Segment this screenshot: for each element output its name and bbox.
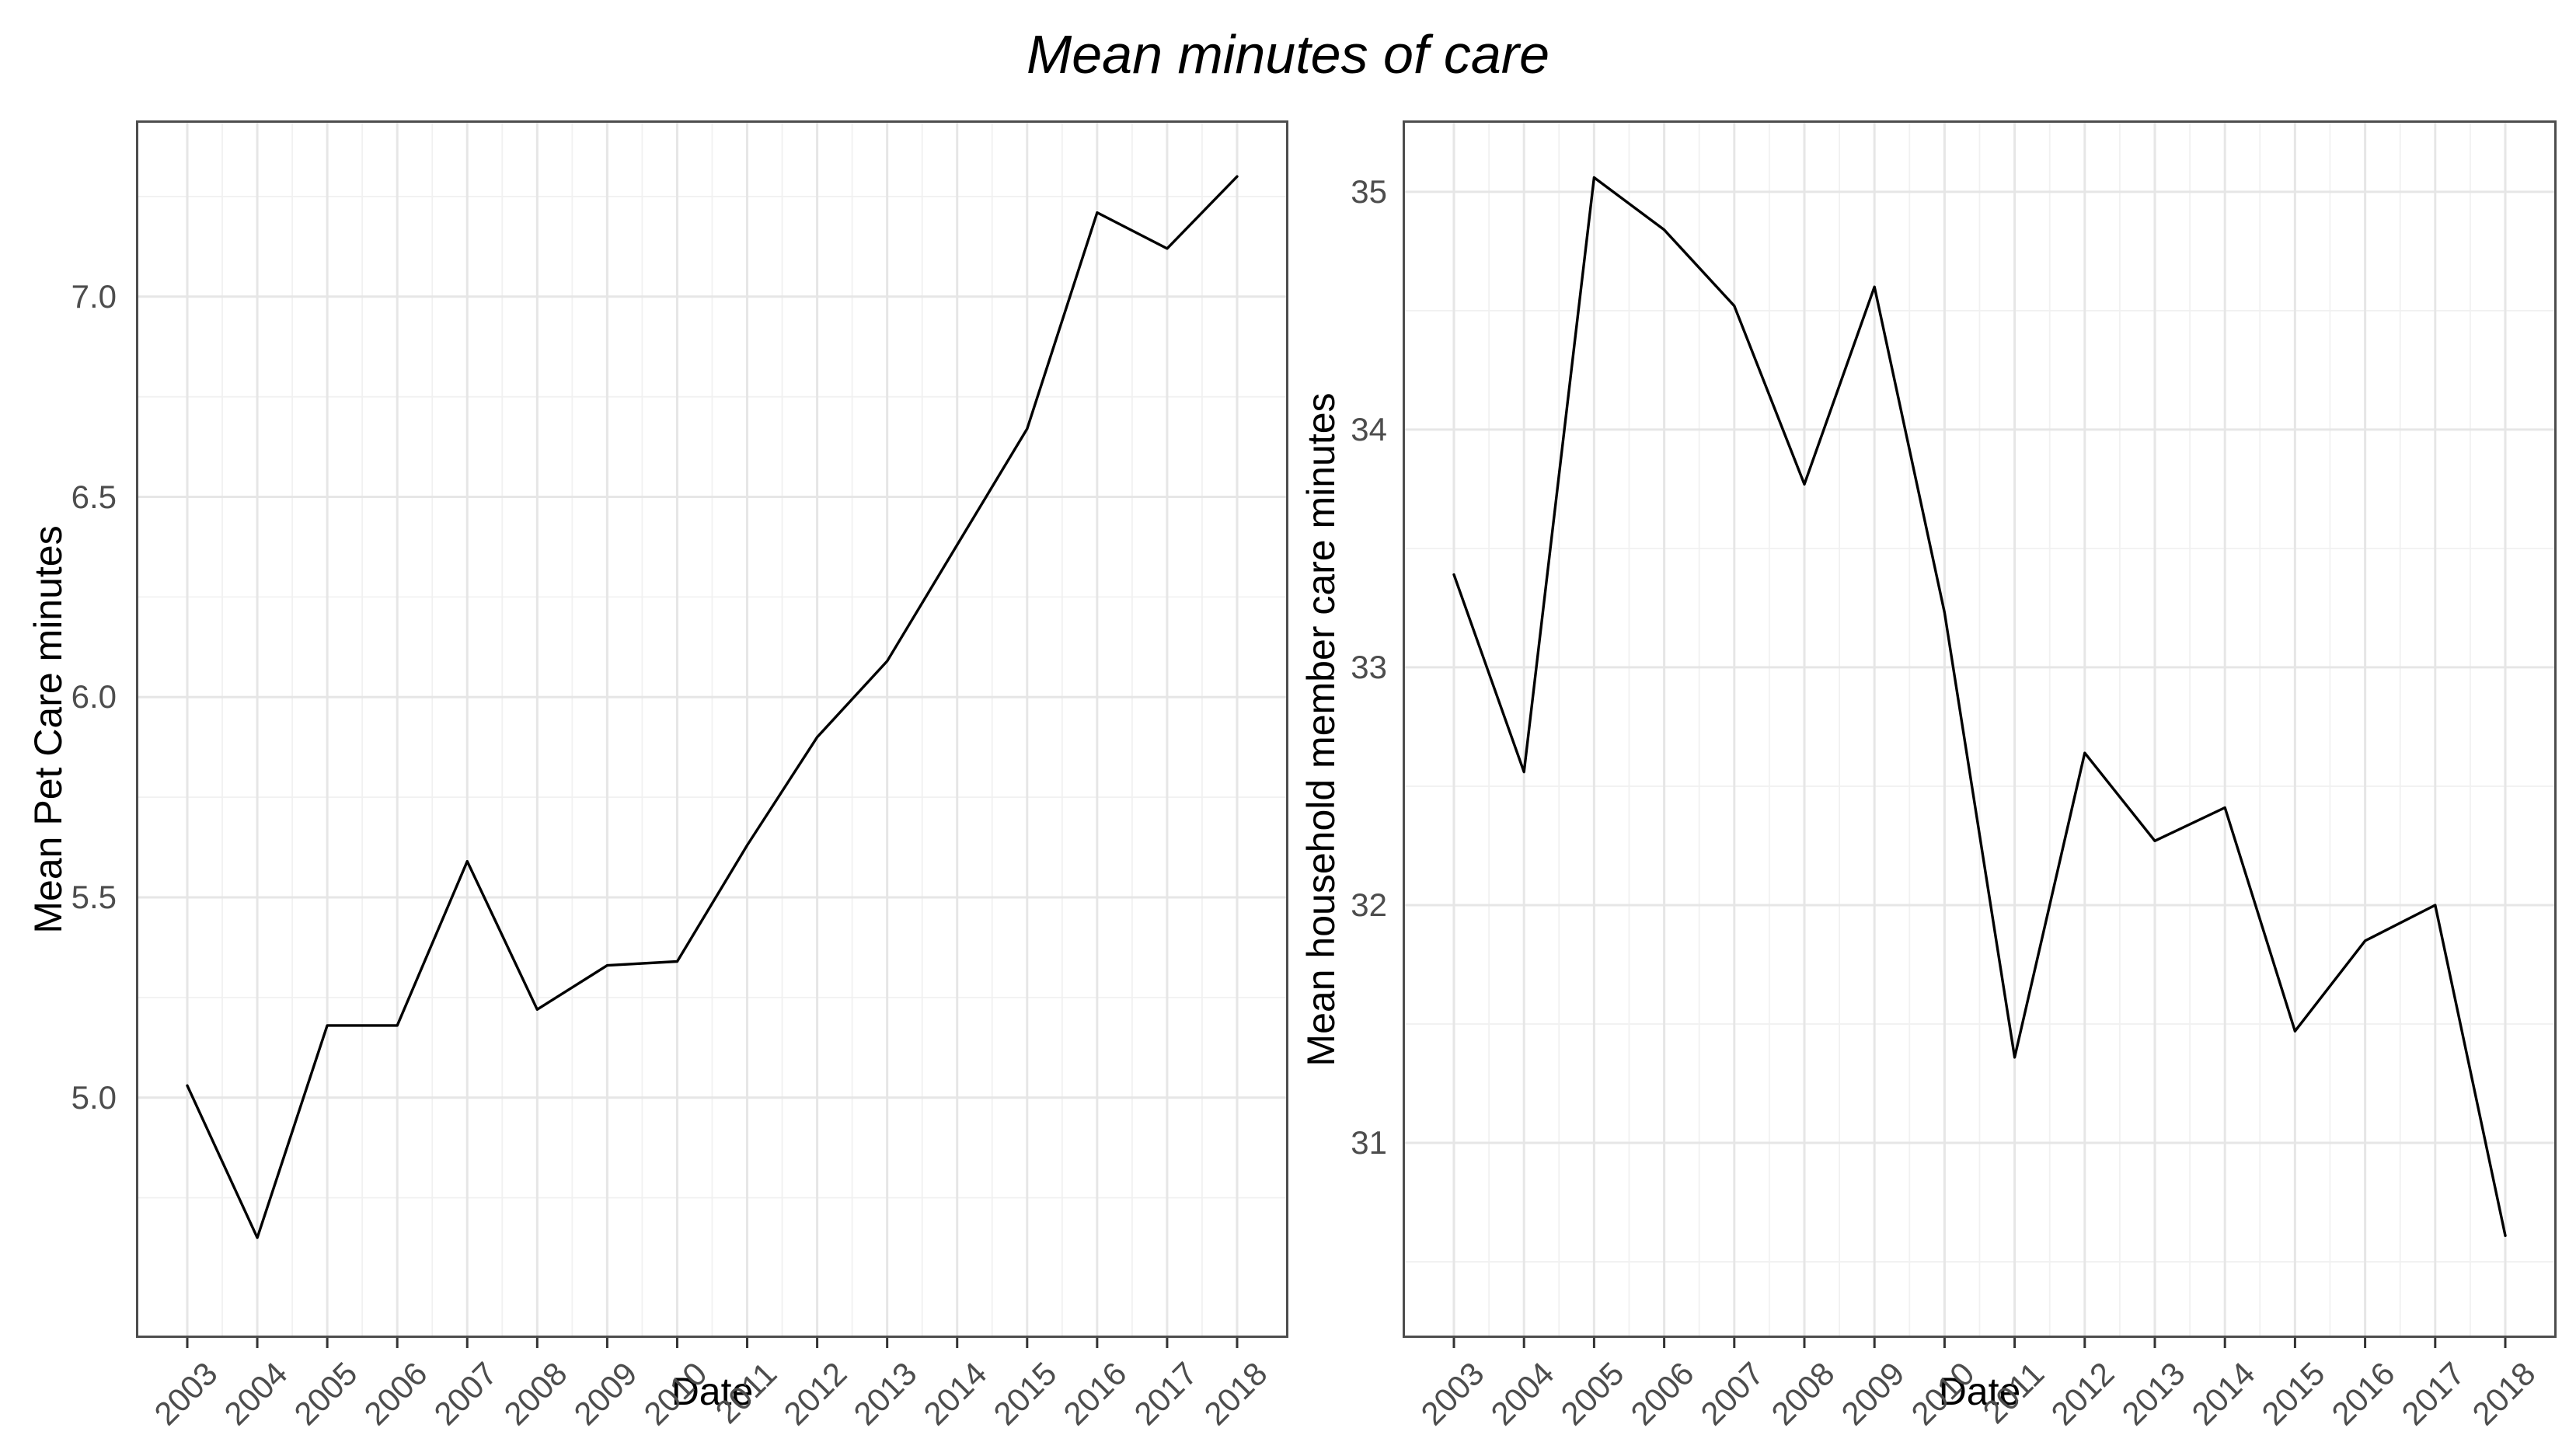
y-tick-label: 31 [1351, 1124, 1387, 1162]
y-axis-title-pet-care: Mean Pet Care minutes [26, 524, 70, 934]
line-chart-svg-household-member-care [1403, 120, 2557, 1348]
y-tick-label: 32 [1351, 886, 1387, 923]
y-tick-label: 34 [1351, 410, 1387, 448]
y-tick-label: 33 [1351, 648, 1387, 685]
gridlines-and-series [136, 120, 1288, 1348]
y-tick-label: 6.0 [71, 678, 117, 716]
y-axis-title-household-care: Mean household member care minutes [1299, 392, 1343, 1067]
panel-border [1403, 120, 2557, 1338]
gridlines-and-series [1403, 120, 2557, 1348]
x-axis-title-date-left: Date [671, 1370, 754, 1413]
y-tick-label: 5.5 [71, 878, 117, 915]
y-tick-label: 5.0 [71, 1078, 117, 1116]
y-tick-label: 6.5 [71, 478, 117, 515]
panel-border [136, 120, 1288, 1338]
plot-title: Mean minutes of care [1026, 24, 1550, 85]
data-line-household-member-care [1452, 176, 2507, 1238]
line-chart-svg-pet-care [136, 120, 1288, 1348]
data-line-pet-care [186, 175, 1239, 1239]
y-tick-label: 7.0 [71, 277, 117, 315]
x-axis-title-date-right: Date [1938, 1370, 2021, 1413]
y-tick-label: 35 [1351, 172, 1387, 210]
